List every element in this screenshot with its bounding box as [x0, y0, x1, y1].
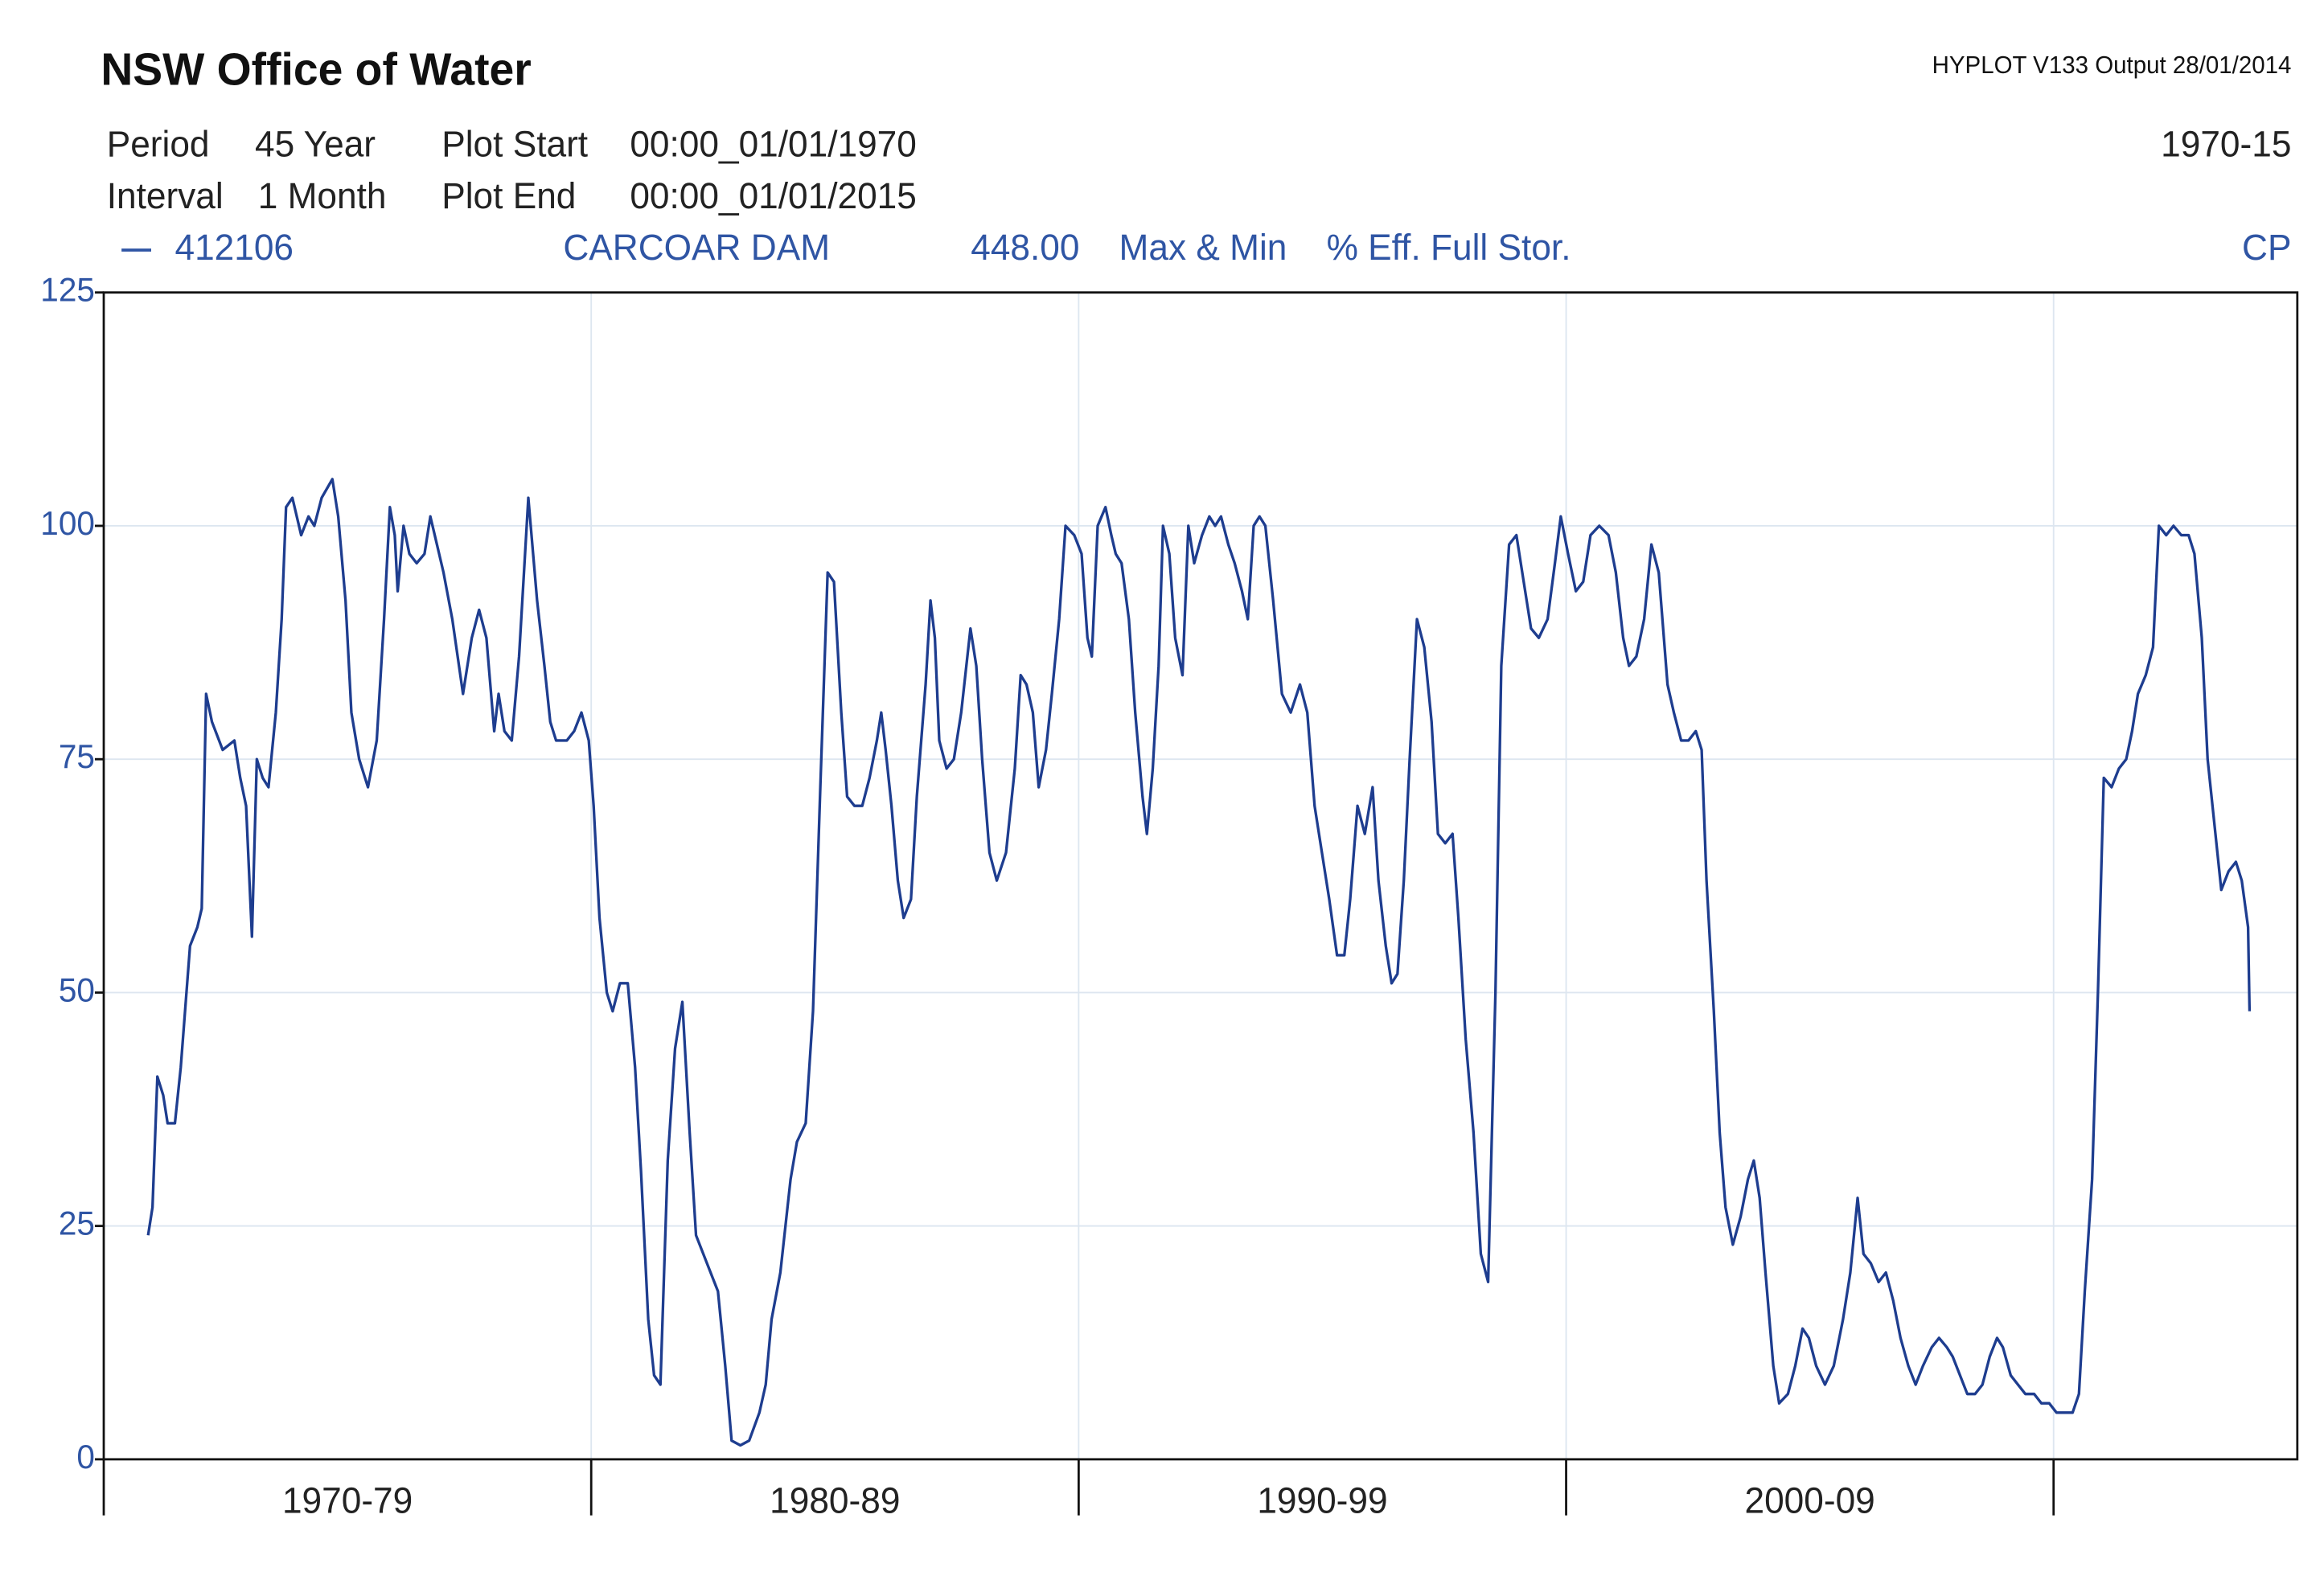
y-tick-label: 50: [59, 971, 95, 1009]
y-tick-label: 25: [59, 1205, 95, 1242]
interval: 1 Month: [258, 176, 387, 216]
data-line: [146, 478, 2252, 1447]
y-tick-label: 100: [40, 504, 95, 542]
plot-end-label: Plot End: [441, 176, 576, 216]
variable-code: 448.00: [971, 228, 1079, 268]
y-tick-label: 125: [40, 271, 95, 309]
statistic: Max & Min: [1119, 228, 1287, 268]
x-tick-label: 1990-99: [1257, 1481, 1387, 1521]
quality-code: CP: [2242, 228, 2291, 268]
period-label: Period: [107, 125, 210, 165]
range-label: 1970-15: [2161, 125, 2291, 165]
x-tick-label: 2000-09: [1745, 1481, 1875, 1521]
plot-start-label: Plot Start: [441, 125, 588, 165]
period: 45 Year: [255, 125, 376, 165]
y-tick-label: 0: [76, 1438, 95, 1475]
interval-label: Interval: [107, 176, 224, 216]
x-tick-label: 1980-89: [770, 1481, 900, 1521]
x-tick-label: 1970-79: [282, 1481, 413, 1521]
variable-name: % Eff. Full Stor.: [1327, 228, 1571, 268]
chart-title: NSW Office of Water: [101, 43, 531, 95]
plot-start: 00:00_01/01/1970: [630, 125, 917, 165]
plot-frame: [102, 291, 2299, 1461]
legend-label: 412106: [175, 228, 294, 268]
site-name: CARCOAR DAM: [563, 228, 830, 268]
plot-end: 00:00_01/01/2015: [630, 176, 917, 216]
software-info: HYPLOT V133 Output 28/01/2014: [1932, 52, 2292, 79]
y-tick-label: 75: [59, 738, 95, 776]
